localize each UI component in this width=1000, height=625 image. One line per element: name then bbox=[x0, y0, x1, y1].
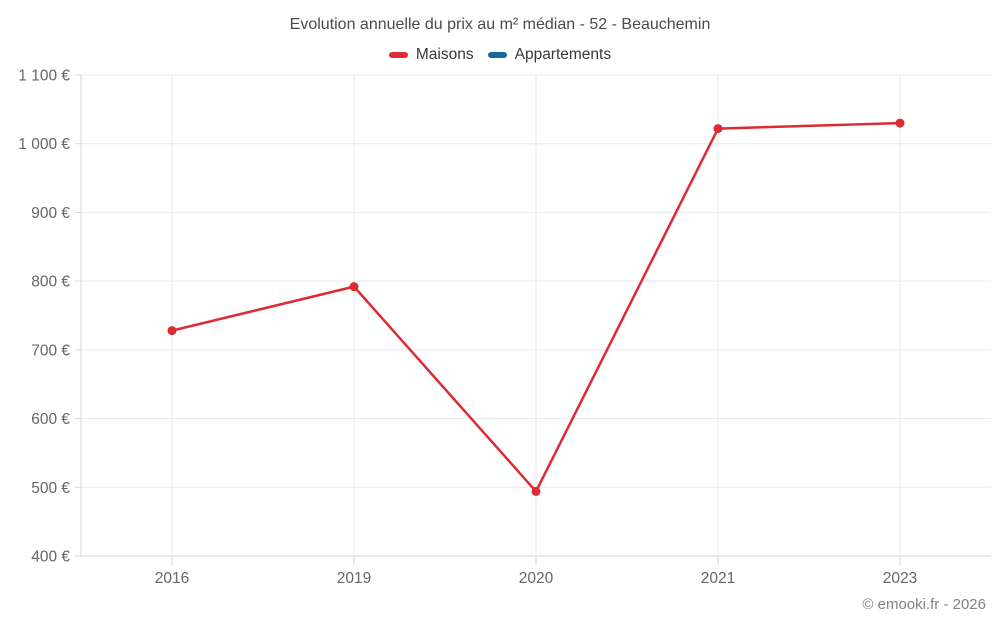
x-tick-label: 2023 bbox=[883, 570, 917, 587]
y-tick-label: 800 € bbox=[31, 274, 70, 291]
x-tick-label: 2021 bbox=[701, 570, 735, 587]
legend: Maisons Appartements bbox=[0, 45, 1000, 65]
chart-title: Evolution annuelle du prix au m² médian … bbox=[289, 16, 711, 33]
y-tick-label: 500 € bbox=[31, 480, 70, 497]
y-tick-label: 600 € bbox=[31, 411, 70, 428]
legend-item-label: Maisons bbox=[415, 46, 474, 63]
x-tick-label: 2016 bbox=[155, 570, 189, 587]
x-tick-label: 2020 bbox=[519, 570, 554, 587]
x-tick-label: 2019 bbox=[337, 570, 371, 587]
data-point-maisons-2023 bbox=[895, 118, 905, 128]
legend-swatch-icon bbox=[487, 52, 507, 58]
data-point-maisons-2016 bbox=[167, 326, 177, 336]
data-point-maisons-2019 bbox=[349, 282, 359, 292]
data-point-maisons-2021 bbox=[713, 124, 723, 134]
legend-item-appartements[interactable]: Appartements bbox=[487, 46, 612, 64]
legend-swatch-icon bbox=[388, 52, 408, 58]
data-point-maisons-2020 bbox=[531, 486, 541, 496]
y-tick-label: 400 € bbox=[31, 549, 70, 566]
legend-item-maisons[interactable]: Maisons bbox=[388, 46, 474, 64]
y-tick-label: 900 € bbox=[31, 205, 70, 222]
y-tick-label: 1 000 € bbox=[18, 136, 70, 153]
copyright-label: © emooki.fr - 2026 bbox=[862, 596, 986, 613]
legend-item-label: Appartements bbox=[514, 46, 612, 63]
y-tick-label: 1 100 € bbox=[18, 68, 70, 85]
y-tick-label: 700 € bbox=[31, 342, 70, 359]
